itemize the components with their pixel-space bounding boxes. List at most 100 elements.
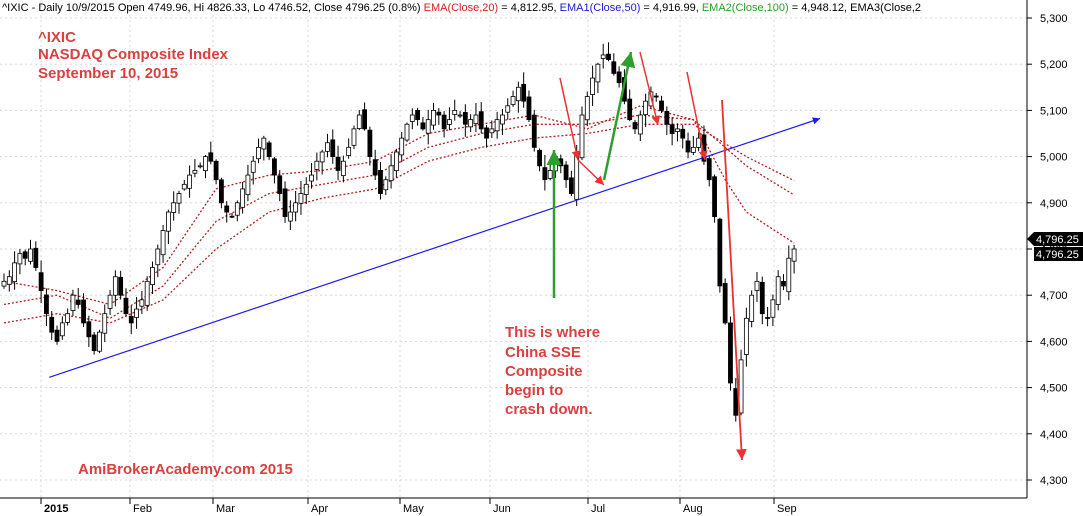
candle-body (505, 105, 511, 113)
y-tick-label: 4,600 (1040, 336, 1068, 348)
candles (1, 42, 797, 422)
candle-body (17, 253, 23, 265)
candle-body (579, 114, 585, 159)
candle-body (298, 193, 304, 204)
price-tag-1: 4,796.25 (1027, 232, 1083, 246)
candle-body (224, 205, 230, 213)
header-ema50-value: = 4,916.99, (640, 2, 701, 14)
candle-body (537, 149, 542, 167)
candle-body (112, 276, 118, 296)
y-tick-label: 4,900 (1040, 198, 1068, 210)
candle-body (176, 193, 182, 204)
header-ema20-label: EMA(Close,20) (424, 2, 499, 14)
candle-body (500, 114, 505, 125)
candle-body (134, 308, 139, 318)
candle-body (521, 83, 527, 102)
candle-body (441, 114, 447, 130)
candle-body (245, 174, 251, 196)
price-tag-1-text: 4,796.25 (1036, 234, 1079, 246)
candle-body (404, 123, 410, 141)
candle-body (181, 183, 187, 190)
candle-body (791, 248, 797, 262)
candle-body (256, 146, 261, 160)
candle-body (65, 313, 71, 323)
candle-body (706, 158, 712, 181)
candle-body (462, 112, 468, 125)
candle-body (595, 63, 601, 83)
candle-body (12, 262, 18, 282)
candle-body (128, 315, 134, 324)
candle-body (213, 160, 219, 181)
ema100-line (3, 123, 795, 324)
candle-body (378, 169, 383, 194)
candle-body (234, 202, 240, 216)
candle-body (600, 54, 606, 59)
candle-body (22, 251, 28, 259)
header-ema100-value: = 4,948.12, (789, 2, 850, 14)
annotation-line1: This is where (505, 324, 600, 341)
candle-body (675, 128, 680, 132)
candle-body (187, 174, 192, 189)
candle-body (468, 119, 474, 128)
candle-body (409, 114, 415, 122)
candle-body (97, 331, 102, 352)
candle-body (330, 139, 336, 158)
candle-body (261, 137, 267, 150)
y-tick-label: 4,500 (1040, 383, 1068, 395)
candle-body (765, 317, 770, 319)
candle-body (91, 334, 97, 352)
title-line3: September 10, 2015 (38, 65, 178, 82)
candle-body (240, 188, 246, 208)
red-arrow-4 (686, 71, 708, 161)
x-tick-label: Jun (493, 503, 511, 515)
x-tick-label: Mar (216, 503, 235, 515)
candle-body (627, 98, 633, 121)
candle-body (690, 146, 696, 153)
candle-body (362, 109, 367, 130)
candle-body (335, 156, 341, 171)
candle-body (383, 179, 389, 191)
candle-body (123, 297, 129, 315)
candle-body (399, 137, 405, 156)
candle-body (139, 299, 145, 307)
x-tick-label: Feb (133, 503, 152, 515)
y-tick-label: 5,300 (1040, 13, 1068, 25)
candle-body (171, 202, 177, 213)
candle-body (282, 188, 288, 218)
candle-body (606, 53, 611, 60)
candle-body (743, 317, 749, 355)
red-arrow-2 (577, 159, 605, 186)
candle-body (54, 329, 60, 342)
candle-body (775, 276, 781, 305)
candle-body (436, 111, 442, 116)
candle-body (425, 119, 431, 134)
candle-body (415, 109, 421, 121)
candle-body (272, 158, 277, 176)
candle-body (81, 299, 86, 324)
candle-body (749, 294, 755, 322)
annotation-line5: crash down. (505, 401, 593, 418)
arrows-group (546, 51, 747, 461)
candle-body (447, 119, 452, 125)
candle-body (420, 122, 426, 130)
x-tick-label: 2015 (44, 503, 68, 515)
candle-body (86, 321, 92, 338)
candle-body (457, 114, 463, 117)
candle-body (165, 211, 171, 232)
candle-body (542, 167, 548, 181)
candle-body (770, 299, 776, 318)
candle-body (388, 165, 394, 182)
candle-body (531, 114, 537, 148)
candle-body (664, 111, 670, 125)
x-axis-ticks: 2015 Feb Mar Apr May Jun Jul Aug Sep (0, 497, 1027, 515)
candle-body (208, 152, 214, 162)
candle-body (219, 179, 224, 204)
candle-body (659, 100, 664, 111)
header-ema20-value: = 4,812.95, (498, 2, 559, 14)
candle-body (325, 142, 330, 152)
candle-body (75, 299, 81, 305)
green-swing-arrow (602, 51, 636, 181)
candle-body (160, 230, 166, 256)
candle-body (266, 142, 272, 157)
